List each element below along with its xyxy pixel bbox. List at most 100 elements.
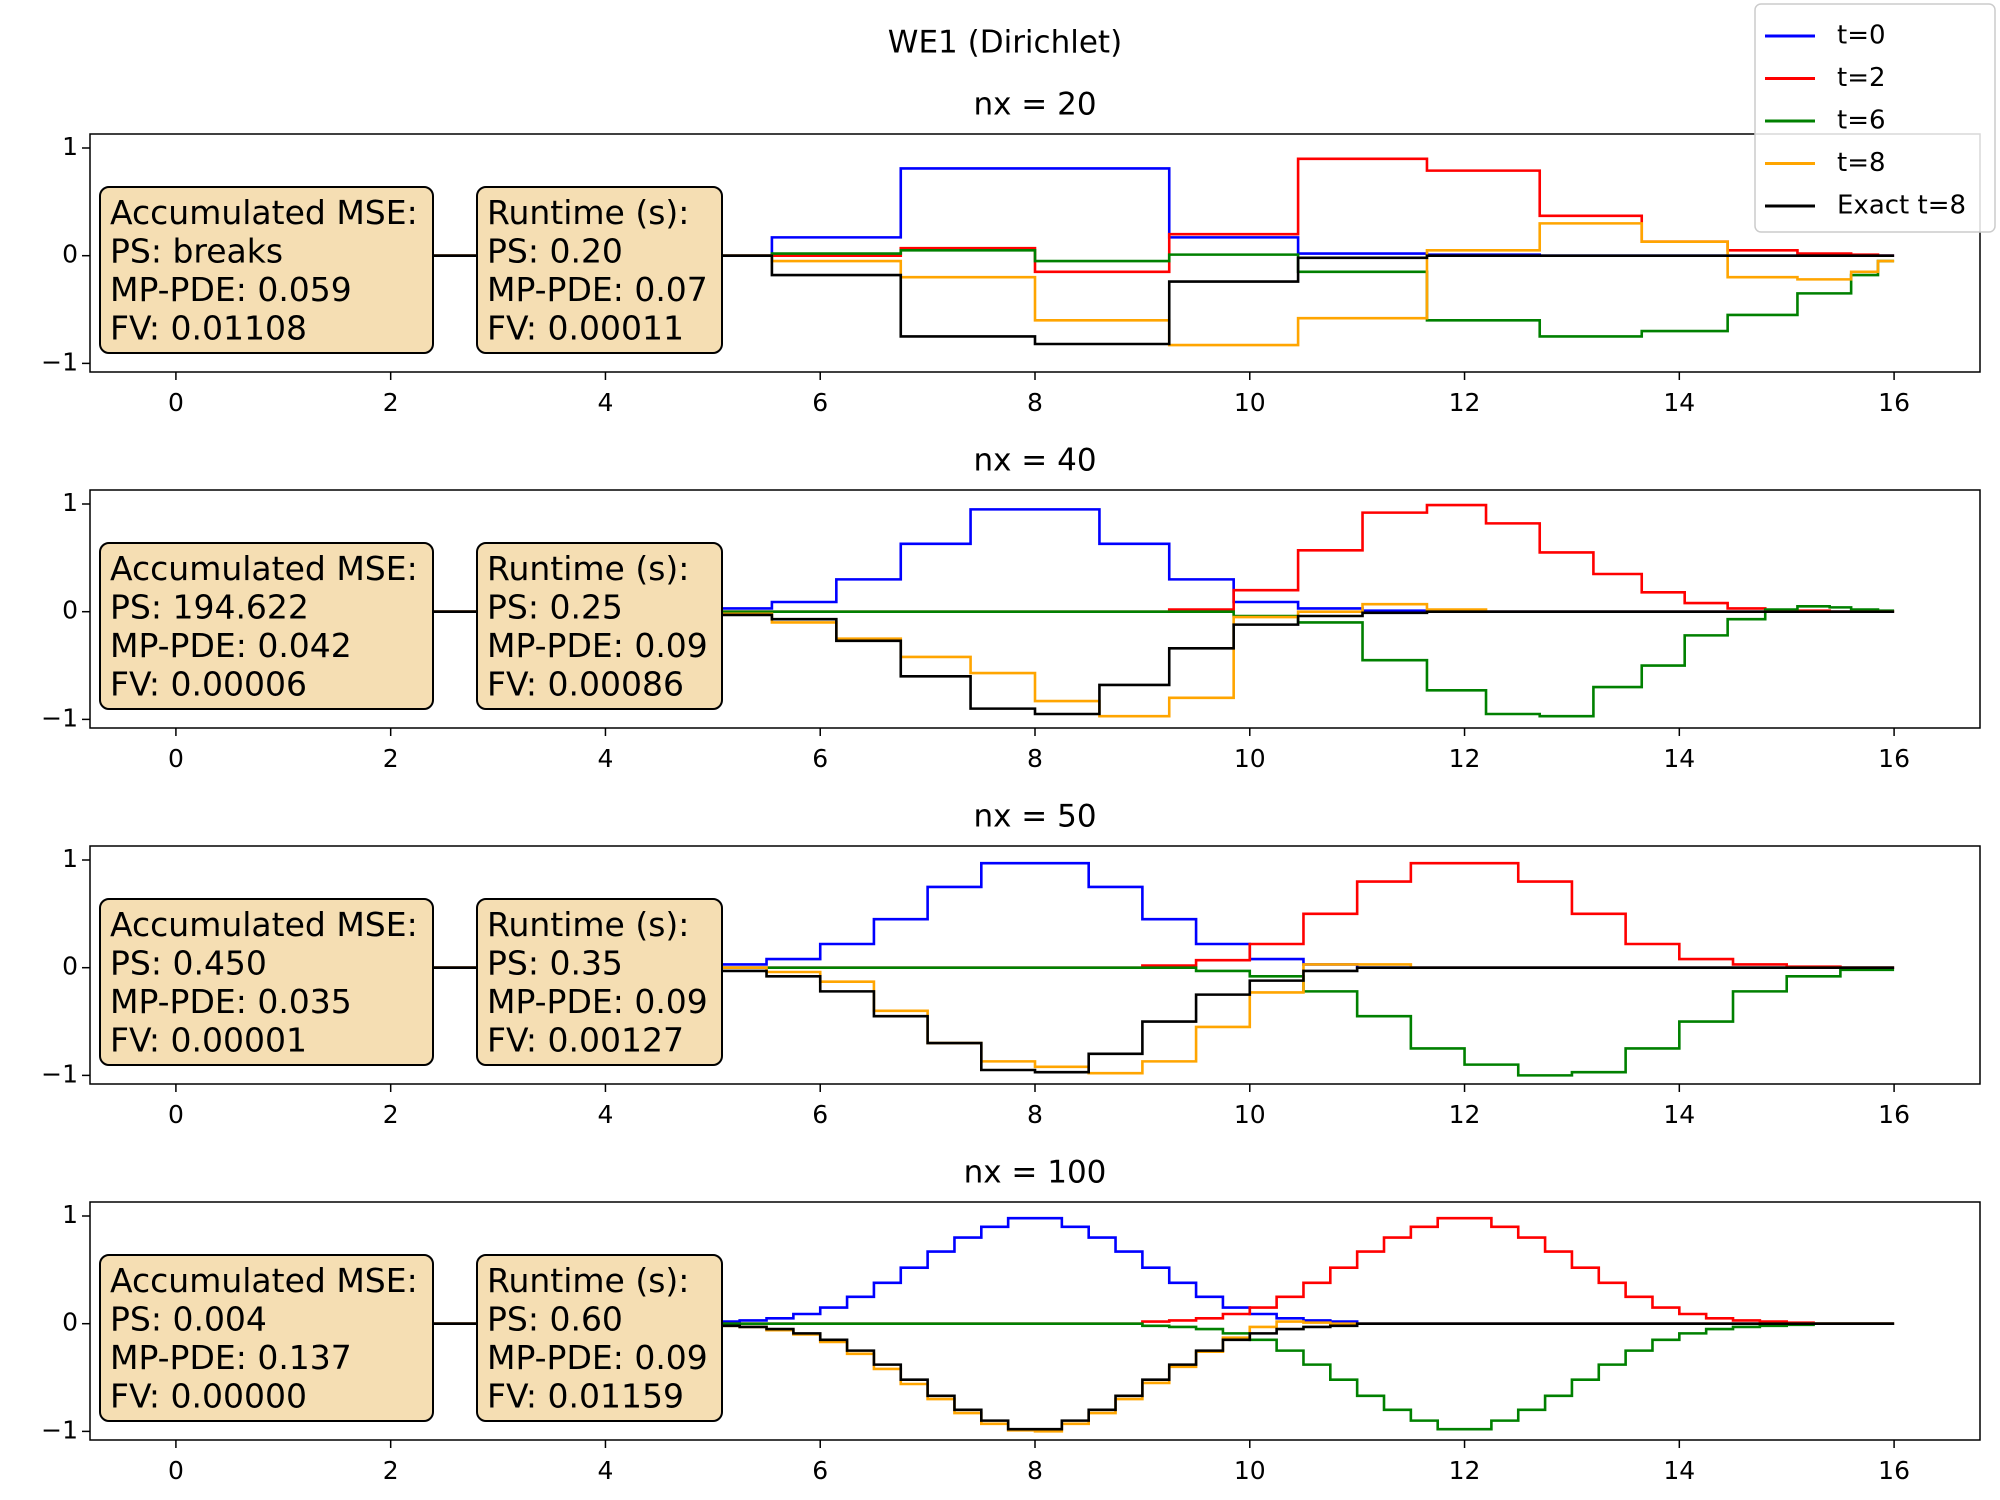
series-line [175,254,1895,346]
x-tick-label: 16 [1878,1100,1910,1129]
x-tick-label: 14 [1663,1100,1695,1129]
series-line [175,249,1895,338]
x-tick-label: 16 [1878,1456,1910,1485]
annotation-text: FV: 0.00127 [487,1021,684,1060]
annotation-text: FV: 0.00000 [110,1377,307,1416]
x-tick-label: 10 [1234,744,1266,773]
x-tick-label: 4 [598,388,614,417]
subplot-title: nx = 40 [973,443,1096,479]
annotation-text: Runtime (s): [487,549,689,588]
legend-label: t=0 [1837,21,1886,51]
series-line [175,610,1895,716]
annotation-text: Accumulated MSE: [110,905,418,944]
series-line [175,1322,1895,1431]
x-tick-label: 10 [1234,1456,1266,1485]
annotation-text: Runtime (s): [487,193,689,232]
annotation-text: PS: 0.25 [487,588,623,627]
annotation-text: MP-PDE: 0.042 [110,626,352,665]
x-tick-label: 16 [1878,388,1910,417]
x-tick-label: 12 [1449,744,1481,773]
annotation-text: MP-PDE: 0.09 [487,626,708,665]
annotation-text: PS: 0.20 [487,232,623,271]
annotation-box [99,1254,434,1422]
series-line [175,222,1895,347]
x-tick-label: 14 [1663,1456,1695,1485]
annotation-text: Accumulated MSE: [110,1261,418,1300]
x-tick-label: 4 [598,1100,614,1129]
axes-frame [89,133,1981,373]
annotation-box [99,898,434,1066]
x-tick-label: 0 [168,744,184,773]
figure-title: WE1 (Dirichlet) [888,25,1122,61]
x-tick-label: 14 [1663,744,1695,773]
x-tick-label: 14 [1663,388,1695,417]
annotation-text: FV: 0.00086 [487,665,684,704]
annotation-text: Accumulated MSE: [110,193,418,232]
annotation-box [476,542,723,710]
x-tick-label: 10 [1234,1100,1266,1129]
x-tick-label: 12 [1449,1100,1481,1129]
annotation-text: FV: 0.00006 [110,665,307,704]
annotation-text: FV: 0.01159 [487,1377,684,1416]
x-tick-label: 8 [1027,388,1043,417]
x-tick-label: 0 [168,1456,184,1485]
x-tick-label: 10 [1234,388,1266,417]
x-tick-label: 2 [383,388,399,417]
x-tick-label: 8 [1027,1456,1043,1485]
y-tick-label: 1 [62,132,78,161]
y-tick-label: 0 [62,240,78,269]
x-tick-label: 2 [383,744,399,773]
x-tick-label: 4 [598,1456,614,1485]
series-line [175,605,1895,718]
y-tick-label: −1 [41,347,78,376]
legend-label: t=6 [1837,106,1886,136]
series-line [175,1322,1895,1431]
annotation-text: PS: 0.35 [487,944,623,983]
subplot-title: nx = 100 [964,1155,1107,1191]
annotation-text: Runtime (s): [487,1261,689,1300]
x-tick-label: 2 [383,1100,399,1129]
x-tick-label: 0 [168,1100,184,1129]
annotation-box [99,542,434,710]
legend-label: t=2 [1837,63,1886,93]
y-tick-label: −1 [41,1059,78,1088]
x-tick-label: 16 [1878,744,1910,773]
x-tick-label: 6 [812,1456,828,1485]
annotation-box [476,1254,723,1422]
legend-label: t=8 [1837,148,1886,178]
annotation-text: PS: 0.450 [110,944,267,983]
annotation-box [476,898,723,1066]
y-tick-label: 1 [62,488,78,517]
x-tick-label: 12 [1449,1456,1481,1485]
x-tick-label: 6 [812,388,828,417]
x-tick-label: 2 [383,1456,399,1485]
series-line [175,966,1895,1074]
x-tick-label: 12 [1449,388,1481,417]
x-tick-label: 8 [1027,744,1043,773]
axes-frame [89,845,1981,1085]
legend-box [1754,3,1996,233]
y-tick-label: 0 [62,596,78,625]
y-tick-label: 1 [62,1200,78,1229]
y-tick-label: −1 [41,703,78,732]
annotation-text: PS: breaks [110,232,283,271]
series-line [175,157,1895,274]
annotation-text: MP-PDE: 0.137 [110,1338,352,1377]
axes-frame [89,489,1981,729]
annotation-text: MP-PDE: 0.09 [487,982,708,1021]
axes-frame [89,1201,1981,1441]
annotation-box [476,186,723,354]
annotation-text: MP-PDE: 0.09 [487,1338,708,1377]
annotation-text: PS: 0.004 [110,1300,267,1339]
series-line [175,966,1895,1077]
subplot-title: nx = 50 [973,799,1096,835]
annotation-text: Runtime (s): [487,905,689,944]
x-tick-label: 0 [168,388,184,417]
annotation-text: MP-PDE: 0.059 [110,270,352,309]
y-tick-label: 0 [62,1308,78,1337]
subplot-title: nx = 20 [973,87,1096,123]
annotation-text: MP-PDE: 0.035 [110,982,352,1021]
annotation-text: FV: 0.00011 [487,309,684,348]
x-tick-label: 8 [1027,1100,1043,1129]
